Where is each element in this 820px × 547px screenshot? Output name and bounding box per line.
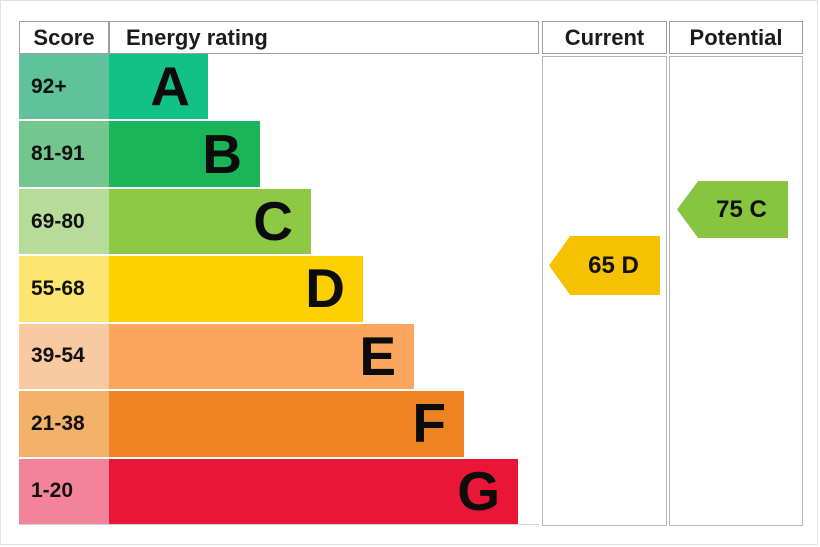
potential-rating-column (669, 56, 803, 526)
band-row-e: 39-54 E (19, 323, 539, 392)
band-row-a: 92+ A (19, 54, 539, 122)
column-header-score: Score (19, 21, 109, 54)
score-range-c: 69-80 (19, 188, 109, 255)
band-row-d: 55-68 D (19, 256, 539, 324)
score-range-b: 81-91 (19, 121, 109, 187)
band-bar-c: C (109, 188, 311, 255)
score-range-g: 1-20 (19, 458, 109, 524)
rating-bands-area: 92+ A 81-91 B 69-80 C 55-68 D 39-54 E 21-38 F 1-20 G (19, 54, 539, 525)
current-rating-label: 65 D (588, 251, 639, 279)
band-row-b: 81-91 B (19, 121, 539, 189)
column-header-potential: Potential (669, 21, 803, 54)
band-bar-g: G (109, 458, 518, 524)
score-range-e: 39-54 (19, 323, 109, 390)
score-range-f: 21-38 (19, 391, 109, 457)
potential-rating-label: 75 C (716, 195, 767, 223)
band-bar-e: E (109, 323, 414, 390)
score-range-a: 92+ (19, 54, 109, 120)
current-rating-marker: 65 D (549, 236, 660, 295)
band-row-f: 21-38 F (19, 391, 539, 459)
band-row-g: 1-20 G (19, 458, 539, 524)
band-row-c: 69-80 C (19, 188, 539, 257)
band-bar-a: A (109, 54, 208, 120)
score-range-d: 55-68 (19, 256, 109, 322)
band-bar-f: F (109, 391, 464, 457)
potential-rating-marker: 75 C (677, 181, 788, 238)
column-header-current: Current (542, 21, 667, 54)
band-bar-d: D (109, 256, 363, 322)
column-header-energy-rating: Energy rating (109, 21, 539, 54)
band-bar-b: B (109, 121, 260, 187)
